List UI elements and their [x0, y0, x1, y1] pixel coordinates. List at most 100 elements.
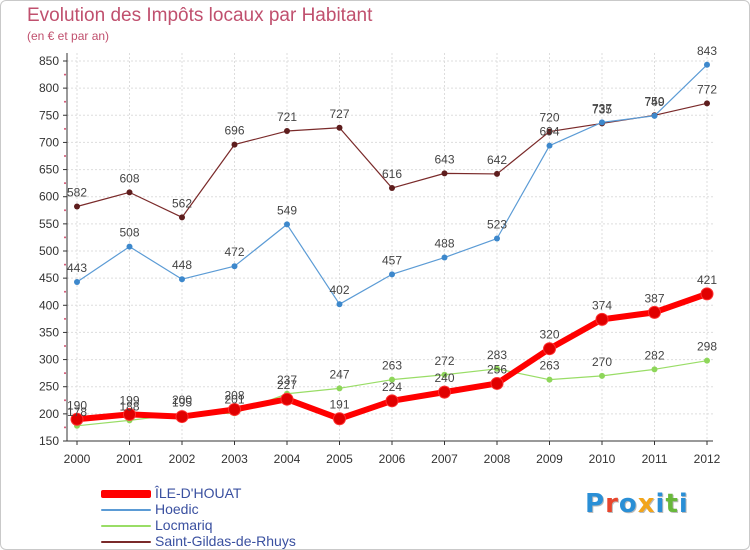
y-tick-label: 500 [39, 244, 59, 258]
data-point [599, 372, 605, 379]
data-point [494, 365, 500, 372]
logo-letter: t [665, 489, 679, 519]
data-point [336, 301, 343, 308]
data-label: 549 [277, 203, 297, 217]
data-point [651, 112, 658, 119]
data-point [704, 357, 710, 364]
data-label: 199 [119, 393, 139, 407]
data-label: 448 [172, 258, 192, 272]
data-point [490, 376, 504, 390]
data-point [179, 214, 185, 221]
data-label: 402 [329, 283, 349, 297]
data-point [441, 371, 448, 378]
data-label: 272 [434, 354, 454, 368]
data-label: 200 [172, 393, 192, 407]
data-label: 227 [277, 378, 297, 392]
y-minor-tick [64, 290, 66, 293]
y-minor-tick [64, 100, 66, 103]
y-minor-tick [64, 345, 66, 347]
data-label: 523 [487, 218, 507, 232]
y-tick-label: 300 [39, 353, 59, 367]
x-tick-label: 2006 [379, 452, 406, 466]
data-point [385, 394, 399, 408]
data-label: 283 [487, 348, 507, 362]
y-tick-label: 400 [39, 298, 59, 312]
data-point [280, 392, 294, 406]
data-label: 282 [644, 348, 664, 362]
data-label: 643 [434, 152, 454, 166]
x-tick-label: 2012 [694, 452, 721, 466]
data-point [333, 412, 346, 426]
data-label: 256 [487, 362, 507, 376]
data-label: 696 [224, 124, 244, 138]
y-minor-tick [64, 399, 66, 402]
logo-letter: o [618, 489, 638, 519]
data-label: 727 [329, 107, 349, 121]
data-label: 735 [592, 102, 612, 116]
data-label: 247 [329, 367, 349, 381]
data-point [704, 61, 710, 68]
data-label: 270 [592, 355, 612, 369]
legend-swatch [101, 541, 151, 543]
data-label: 387 [644, 291, 664, 305]
y-tick-label: 250 [39, 380, 59, 394]
y-tick-label: 800 [39, 81, 59, 95]
data-label: 720 [539, 111, 559, 125]
data-point [441, 254, 448, 261]
data-label: 843 [697, 44, 717, 58]
data-label: 472 [224, 245, 244, 259]
chart-title: Evolution des Impôts locaux par Habitant [27, 5, 373, 26]
y-tick-label: 850 [39, 54, 59, 68]
data-point [700, 287, 714, 301]
data-label: 224 [382, 380, 402, 394]
y-minor-tick [64, 236, 66, 239]
y-minor-tick [64, 182, 66, 185]
data-point [231, 263, 238, 270]
x-tick-label: 2011 [642, 452, 668, 466]
data-point [70, 412, 84, 426]
y-minor-tick [64, 263, 66, 266]
data-point [704, 100, 710, 107]
logo-letter: i [678, 489, 689, 519]
data-label: 750 [644, 94, 664, 108]
data-point [126, 243, 133, 250]
data-label: 721 [277, 110, 297, 124]
x-tick-label: 2010 [589, 452, 616, 466]
logo-letter: P [585, 489, 606, 519]
data-point [175, 410, 189, 424]
data-label: 488 [434, 237, 454, 251]
data-label: 616 [382, 167, 402, 181]
data-point [389, 376, 395, 383]
data-point [438, 385, 451, 399]
y-minor-tick [64, 372, 66, 375]
y-minor-tick [64, 426, 66, 429]
data-label: 237 [277, 373, 297, 387]
data-point [651, 366, 658, 373]
data-label: 457 [382, 253, 402, 267]
data-point [595, 312, 609, 326]
data-label: 772 [697, 82, 717, 96]
data-point [599, 119, 605, 126]
y-minor-tick [64, 127, 66, 130]
data-point [494, 235, 500, 242]
data-point [74, 278, 80, 285]
y-tick-label: 350 [39, 325, 59, 339]
data-label: 195 [172, 396, 192, 410]
data-label: 508 [119, 226, 139, 240]
data-point [389, 185, 395, 192]
data-point [546, 128, 553, 135]
data-label: 263 [382, 359, 402, 373]
data-point [648, 305, 661, 319]
x-tick-label: 2007 [431, 452, 458, 466]
y-tick-label: 600 [39, 190, 59, 204]
data-point [336, 385, 343, 392]
data-point [123, 407, 136, 421]
data-label: 188 [119, 399, 139, 413]
data-label: 178 [67, 405, 87, 419]
legend-swatch [101, 525, 151, 527]
data-point [441, 170, 448, 177]
logo-letter: r [605, 489, 619, 519]
y-tick-label: 150 [39, 434, 59, 448]
